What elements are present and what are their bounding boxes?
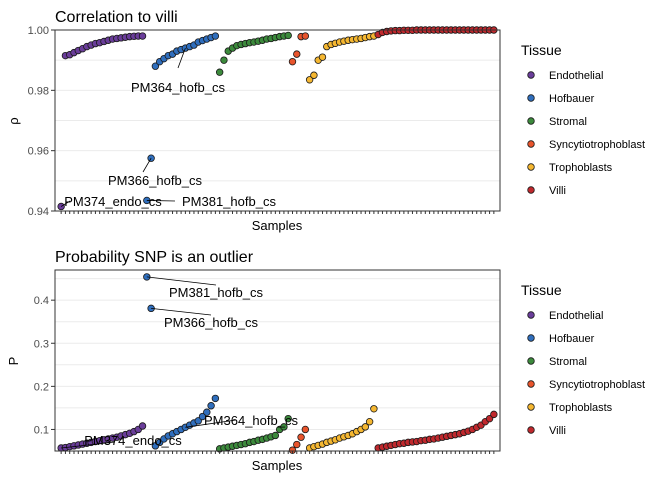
legend-key-syncytiotrophoblast bbox=[527, 140, 535, 148]
data-point-hofbauer bbox=[194, 417, 202, 425]
data-point-trophoblasts bbox=[318, 53, 327, 61]
legend-key-trophoblasts bbox=[527, 403, 535, 411]
legend-title: Tissue bbox=[521, 282, 562, 298]
data-point-syncytiotrophoblast bbox=[301, 425, 310, 434]
data-point-hofbauer bbox=[203, 408, 211, 416]
data-point-stromal bbox=[280, 423, 288, 431]
data-point-syncytiotrophoblast bbox=[301, 32, 310, 40]
data-point-trophoblasts bbox=[305, 76, 314, 84]
legend-key-stromal bbox=[527, 117, 535, 125]
legend-label: Hofbauer bbox=[549, 333, 595, 345]
legend-label: Syncytiotrophoblast bbox=[549, 139, 645, 151]
y-axis-title: P bbox=[6, 357, 21, 366]
point-annotation: PM366_hofb_cs bbox=[164, 315, 258, 330]
legend-label: Trophoblasts bbox=[549, 162, 613, 174]
legend-label: Endothelial bbox=[549, 310, 603, 322]
y-tick-label: 1.00 bbox=[28, 25, 49, 37]
legend-key-villi bbox=[527, 186, 535, 194]
y-tick-label: 0.98 bbox=[28, 85, 49, 97]
data-point-villi bbox=[490, 410, 498, 419]
y-tick-label: 0.94 bbox=[28, 206, 49, 218]
legend-key-hofbauer bbox=[527, 94, 535, 102]
data-point-hofbauer bbox=[198, 412, 207, 421]
annotation-leader bbox=[146, 276, 217, 286]
legend-label: Stromal bbox=[549, 116, 587, 128]
outlier-probability-panel: Probability SNP is an outlier PM381_hofb… bbox=[6, 249, 645, 473]
annotation-leader bbox=[151, 307, 212, 316]
legend-title: Tissue bbox=[521, 42, 562, 58]
point-annotation: PM374_endo_cs bbox=[84, 433, 182, 448]
data-point-trophoblasts bbox=[365, 417, 374, 426]
data-point-villi bbox=[485, 414, 494, 423]
y-axis-title: ρ bbox=[6, 117, 21, 124]
x-axis-title: Samples bbox=[252, 458, 303, 473]
point-annotation: PM381_hofb_cs bbox=[169, 285, 263, 300]
data-point-stromal bbox=[284, 414, 292, 423]
annotation-leader bbox=[185, 419, 237, 428]
data-point-endothelial bbox=[138, 422, 147, 430]
y-tick-label: 0.2 bbox=[34, 381, 49, 393]
data-point-stromal bbox=[220, 56, 228, 64]
point-annotation: PM364_hofb_cs bbox=[131, 80, 225, 95]
legend-key-endothelial bbox=[527, 311, 535, 319]
annotation-leader bbox=[177, 47, 186, 69]
point-annotation: PM366_hofb_cs bbox=[108, 173, 202, 188]
annotation-leader bbox=[61, 441, 116, 449]
legend-label: Villi bbox=[549, 425, 566, 437]
data-point-stromal bbox=[271, 431, 280, 440]
data-point-hofbauer bbox=[151, 62, 160, 70]
data-point-syncytiotrophoblast bbox=[297, 433, 305, 441]
data-point-hofbauer bbox=[211, 32, 220, 40]
data-point-syncytiotrophoblast bbox=[293, 440, 301, 449]
legend-label: Endothelial bbox=[549, 70, 603, 82]
point-annotation: PM381_hofb_cs bbox=[182, 194, 276, 209]
data-point-endothelial bbox=[138, 32, 147, 40]
data-point-syncytiotrophoblast bbox=[293, 50, 301, 58]
legend-key-hofbauer bbox=[527, 334, 535, 342]
plot-frame bbox=[54, 29, 501, 212]
correlation-panel: Correlation to villi PM364_hofb_cs PM366_… bbox=[6, 9, 645, 233]
data-point-trophoblasts bbox=[361, 423, 370, 431]
data-point-hofbauer bbox=[211, 394, 220, 403]
x-axis-title: Samples bbox=[252, 218, 303, 233]
point-annotation: PM364_hofb_cs bbox=[204, 413, 298, 428]
legend-key-syncytiotrophoblast bbox=[527, 380, 535, 388]
annotation-leader bbox=[146, 200, 176, 202]
annotation-leader bbox=[142, 158, 152, 173]
legend-label: Hofbauer bbox=[549, 93, 595, 105]
legend-key-stromal bbox=[527, 357, 535, 365]
y-tick-label: 0.3 bbox=[34, 338, 49, 350]
data-point-trophoblasts bbox=[370, 405, 378, 413]
legend-label: Villi bbox=[549, 185, 566, 197]
panel-title: Probability SNP is an outlier bbox=[55, 249, 254, 266]
data-point-stromal bbox=[215, 68, 224, 76]
legend-key-endothelial bbox=[527, 71, 535, 79]
panel-title: Correlation to villi bbox=[55, 9, 178, 26]
data-point-syncytiotrophoblast bbox=[288, 57, 297, 66]
data-point-trophoblasts bbox=[310, 71, 318, 79]
legend-key-trophoblasts bbox=[527, 163, 535, 171]
plot-frame bbox=[54, 269, 501, 452]
legend-label: Trophoblasts bbox=[549, 402, 613, 414]
data-point-hofbauer bbox=[207, 402, 215, 410]
legend-key-villi bbox=[527, 426, 535, 434]
legend-label: Syncytiotrophoblast bbox=[549, 379, 645, 391]
annotation-leader bbox=[60, 200, 71, 207]
y-tick-label: 0.4 bbox=[34, 295, 49, 307]
y-tick-label: 0.1 bbox=[34, 424, 49, 436]
legend-label: Stromal bbox=[549, 356, 587, 368]
y-tick-label: 0.96 bbox=[28, 146, 49, 158]
data-point-stromal bbox=[284, 31, 292, 40]
point-annotation: PM374_endo_cs bbox=[64, 194, 162, 209]
